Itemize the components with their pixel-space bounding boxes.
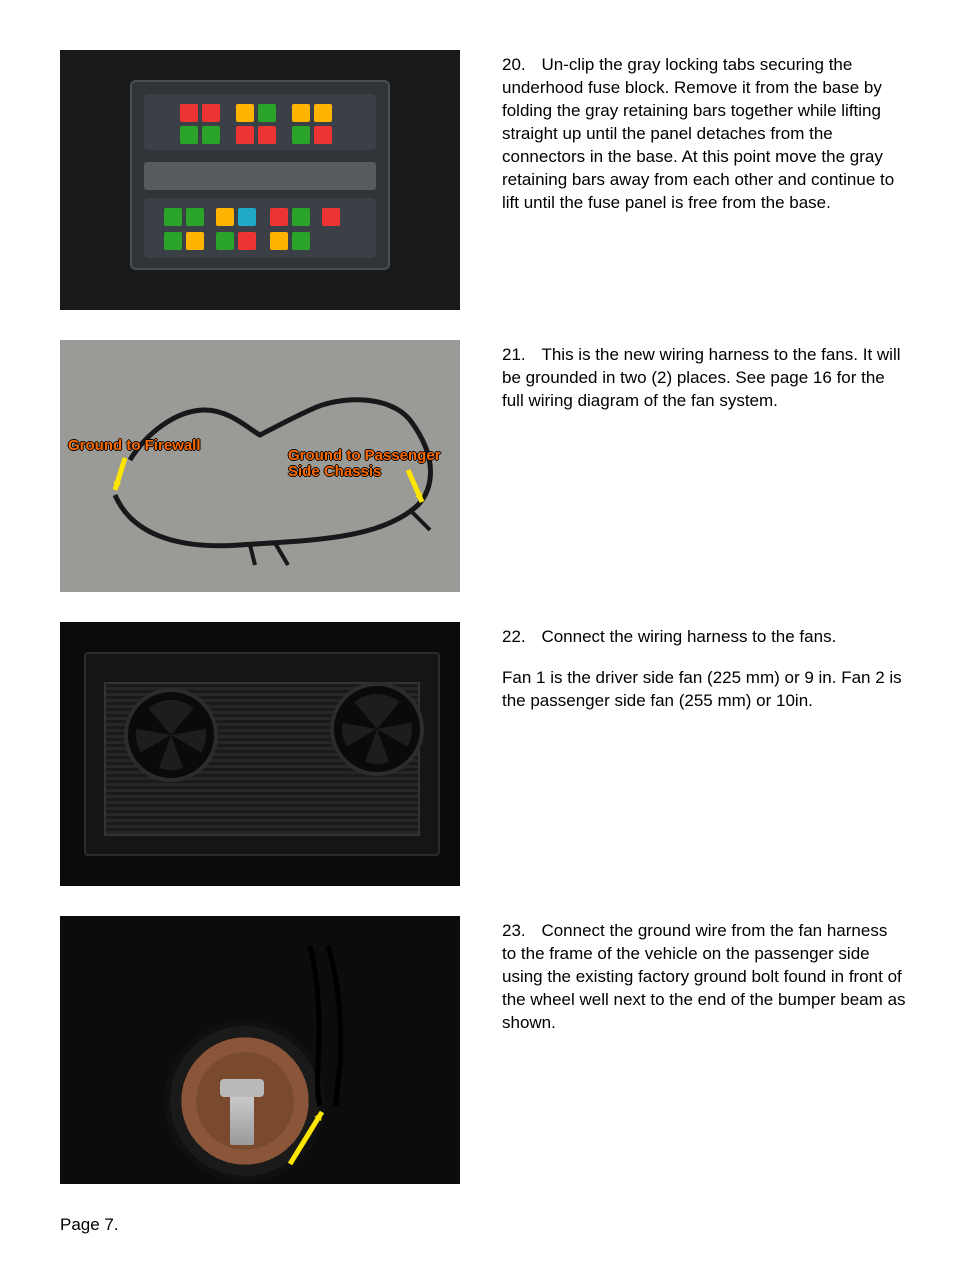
step-21: Ground to Firewall Ground to Passenger S… (60, 340, 906, 592)
step-20-image (60, 50, 460, 310)
step-23: 23. Connect the ground wire from the fan… (60, 916, 906, 1184)
step-22-text: 22. Connect the wiring harness to the fa… (502, 622, 906, 731)
step-22-body-a: Connect the wiring harness to the fans. (541, 627, 836, 646)
page-number: Page 7. (60, 1214, 906, 1237)
step-23-text: 23. Connect the ground wire from the fan… (502, 916, 906, 1053)
step-21-body: This is the new wiring harness to the fa… (502, 345, 901, 410)
step-20-number: 20. (502, 54, 532, 77)
step-21-image: Ground to Firewall Ground to Passenger S… (60, 340, 460, 592)
step-20-text: 20. Un-clip the gray locking tabs securi… (502, 50, 906, 233)
step-21-text: 21. This is the new wiring harness to th… (502, 340, 906, 431)
step-23-number: 23. (502, 920, 532, 943)
step-23-body: Connect the ground wire from the fan har… (502, 921, 906, 1032)
instruction-page: 20. Un-clip the gray locking tabs securi… (0, 0, 954, 1277)
step-22-body-b: Fan 1 is the driver side fan (225 mm) or… (502, 667, 906, 713)
step-20: 20. Un-clip the gray locking tabs securi… (60, 50, 906, 310)
step-20-body: Un-clip the gray locking tabs securing t… (502, 55, 894, 212)
step-22-number: 22. (502, 626, 532, 649)
step-22-image (60, 622, 460, 886)
step-23-image (60, 916, 460, 1184)
step-22: 22. Connect the wiring harness to the fa… (60, 622, 906, 886)
step-21-number: 21. (502, 344, 532, 367)
